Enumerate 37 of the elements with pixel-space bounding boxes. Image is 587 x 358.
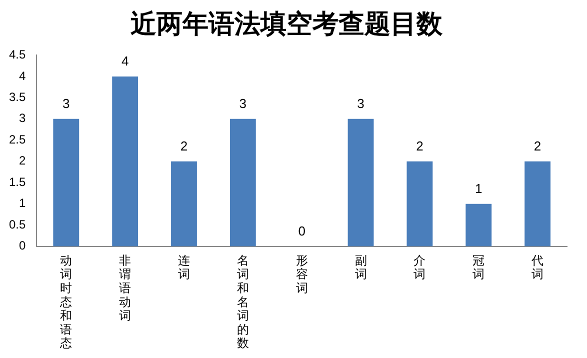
y-tick-label: 0 [18,238,26,253]
bar [406,161,433,246]
x-tick-label: 连词 [178,253,190,282]
data-label: 3 [62,96,70,112]
x-tick-label: 非谓语动词 [119,253,132,323]
y-tick-label: 2 [18,154,26,168]
y-tick-label: 1 [18,196,26,210]
data-label: 2 [534,138,542,154]
bar [171,161,197,246]
data-label: 2 [416,138,424,154]
y-tick-label: 4 [18,68,26,83]
y-tick-label: 1.5 [8,174,26,189]
data-label: 3 [357,96,364,112]
bar [466,204,492,246]
bar [524,161,550,246]
x-tick-label: 名词和名词的数 [236,253,249,350]
bar [230,118,256,246]
x-tick-label: 代词 [530,253,544,282]
y-tick-label: 2.5 [8,132,26,146]
chart-title: 近两年语法填空考查题目数 [130,9,444,38]
bar [348,118,374,246]
x-tick-label: 冠词 [472,253,485,282]
y-tick-label: 4.5 [8,48,26,62]
x-tick-label: 动词时态和语态 [59,253,72,350]
data-label: 2 [180,138,188,154]
x-tick-label: 形容词 [296,253,308,296]
bar [53,118,80,246]
y-tick-label: 3.5 [8,90,26,104]
y-tick-label: 3 [18,111,26,126]
data-label: 3 [239,96,247,112]
x-tick-label: 副词 [354,253,367,282]
x-tick-label: 介词 [414,253,426,282]
y-tick-label: 0.5 [8,217,26,232]
data-label: 1 [474,180,482,196]
data-label: 4 [121,54,129,69]
data-label: 0 [298,223,306,238]
bar [112,76,138,246]
